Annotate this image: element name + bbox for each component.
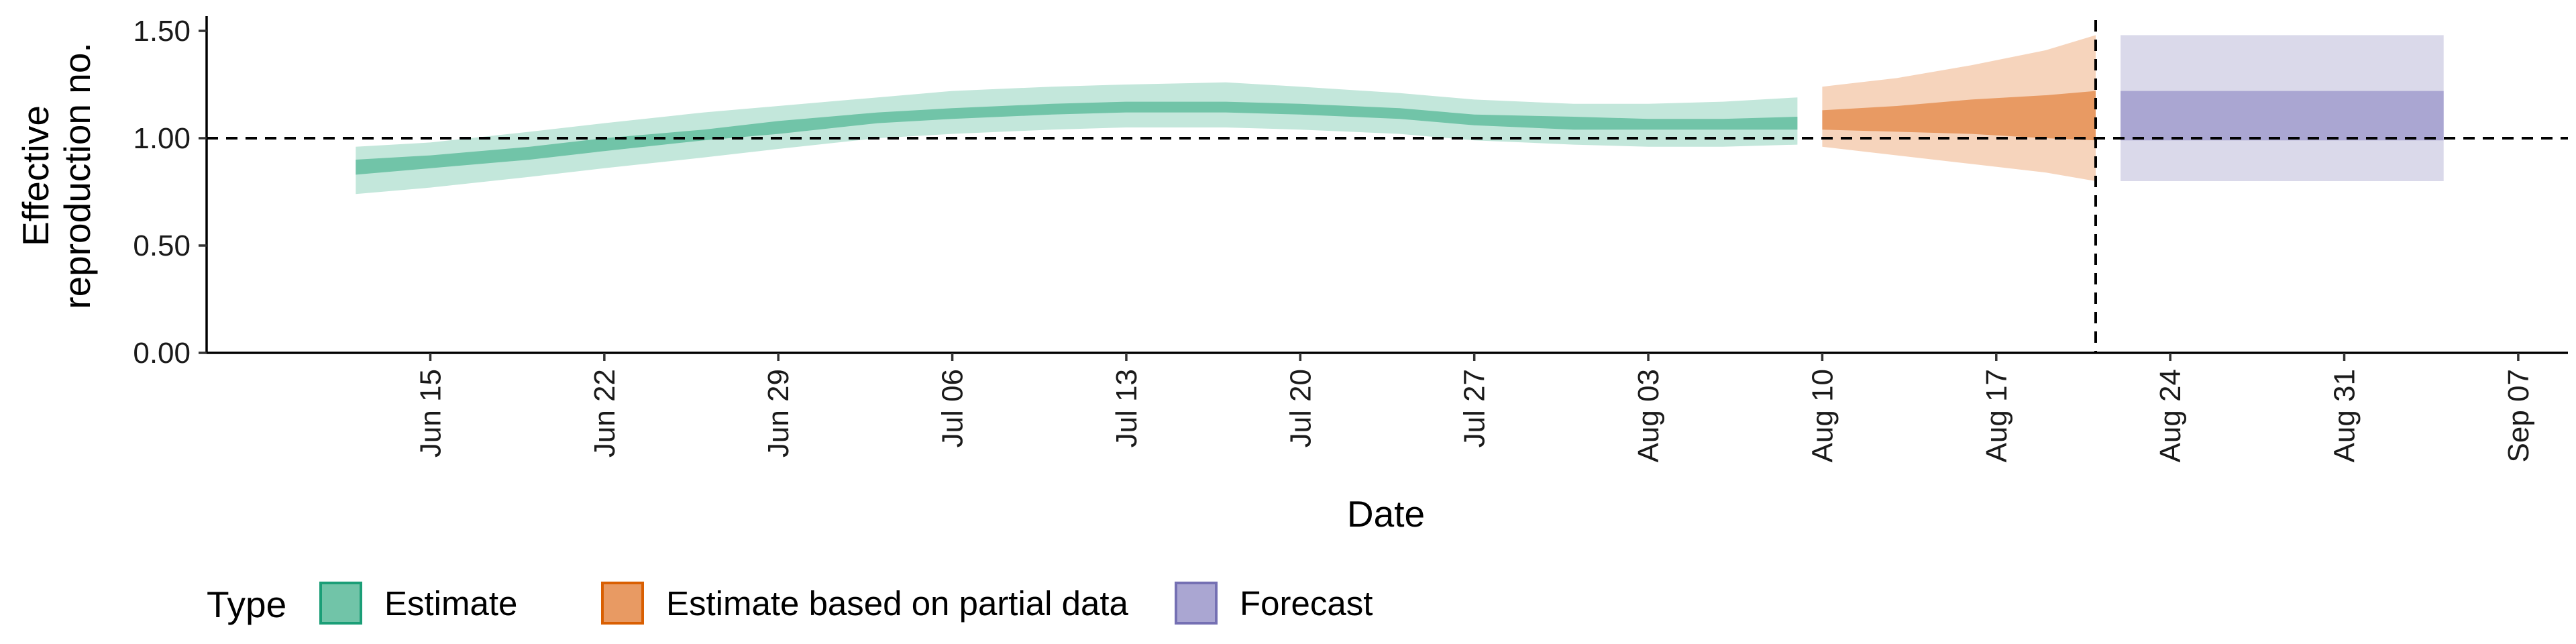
x-tick-label: Jun 22 [588, 369, 621, 458]
x-tick-label: Jul 20 [1284, 369, 1317, 447]
x-tick-label: Jul 27 [1458, 369, 1491, 447]
x-tick-label: Jul 13 [1110, 369, 1143, 447]
legend-label: Forecast [1240, 584, 1373, 623]
x-tick-label: Jun 29 [762, 369, 795, 458]
y-axis-title-line-2: reproduction no. [56, 42, 98, 309]
legend-label: Estimate based on partial data [666, 584, 1129, 623]
legend: Type Estimate Estimate based on partial d… [207, 582, 1373, 625]
x-tick-label: Aug 24 [2154, 369, 2187, 462]
y-axis: 0.00 0.50 1.00 1.50 [133, 15, 207, 370]
ribbon-50-estimate [356, 101, 1798, 175]
x-axis-title: Date [1347, 493, 1425, 535]
ribbon-50-forecast [2121, 91, 2444, 141]
x-tick-label: Jun 15 [415, 369, 447, 458]
legend-item-forecast: Forecast [1175, 582, 1373, 625]
y-tick-label: 1.00 [133, 122, 191, 155]
y-tick-label: 1.50 [133, 15, 191, 48]
x-tick-label: Aug 17 [1980, 369, 2013, 462]
ribbon-90-estimate [356, 82, 1798, 195]
legend-item-estimate: Estimate [319, 582, 517, 625]
legend-label: Estimate [384, 584, 517, 623]
ribbon-layer [356, 35, 2444, 195]
legend-key-estimate-based-on-partial-data [601, 582, 644, 625]
legend-item-estimate-based-on-partial-data: Estimate based on partial data [601, 582, 1129, 625]
x-tick-label: Aug 10 [1806, 369, 1839, 462]
y-tick-label: 0.50 [133, 229, 191, 262]
legend-title: Type [207, 584, 286, 625]
y-tick-label: 0.00 [133, 337, 191, 370]
x-tick-label: Aug 03 [1632, 369, 1665, 462]
x-axis: Jun 15 Jun 22 Jun 29 Jul 06 Jul 13 Jul 20 Jul … [415, 353, 2535, 462]
y-axis-title-line-1: Effective [15, 105, 56, 246]
legend-key-estimate [319, 582, 362, 625]
ribbon-50-estimate-based-on-partial-data [1822, 91, 2096, 141]
x-tick-label: Jul 06 [936, 369, 969, 447]
legend-key-forecast [1175, 582, 1218, 625]
x-tick-label: Sep 07 [2502, 369, 2535, 462]
x-tick-label: Aug 31 [2328, 369, 2361, 462]
